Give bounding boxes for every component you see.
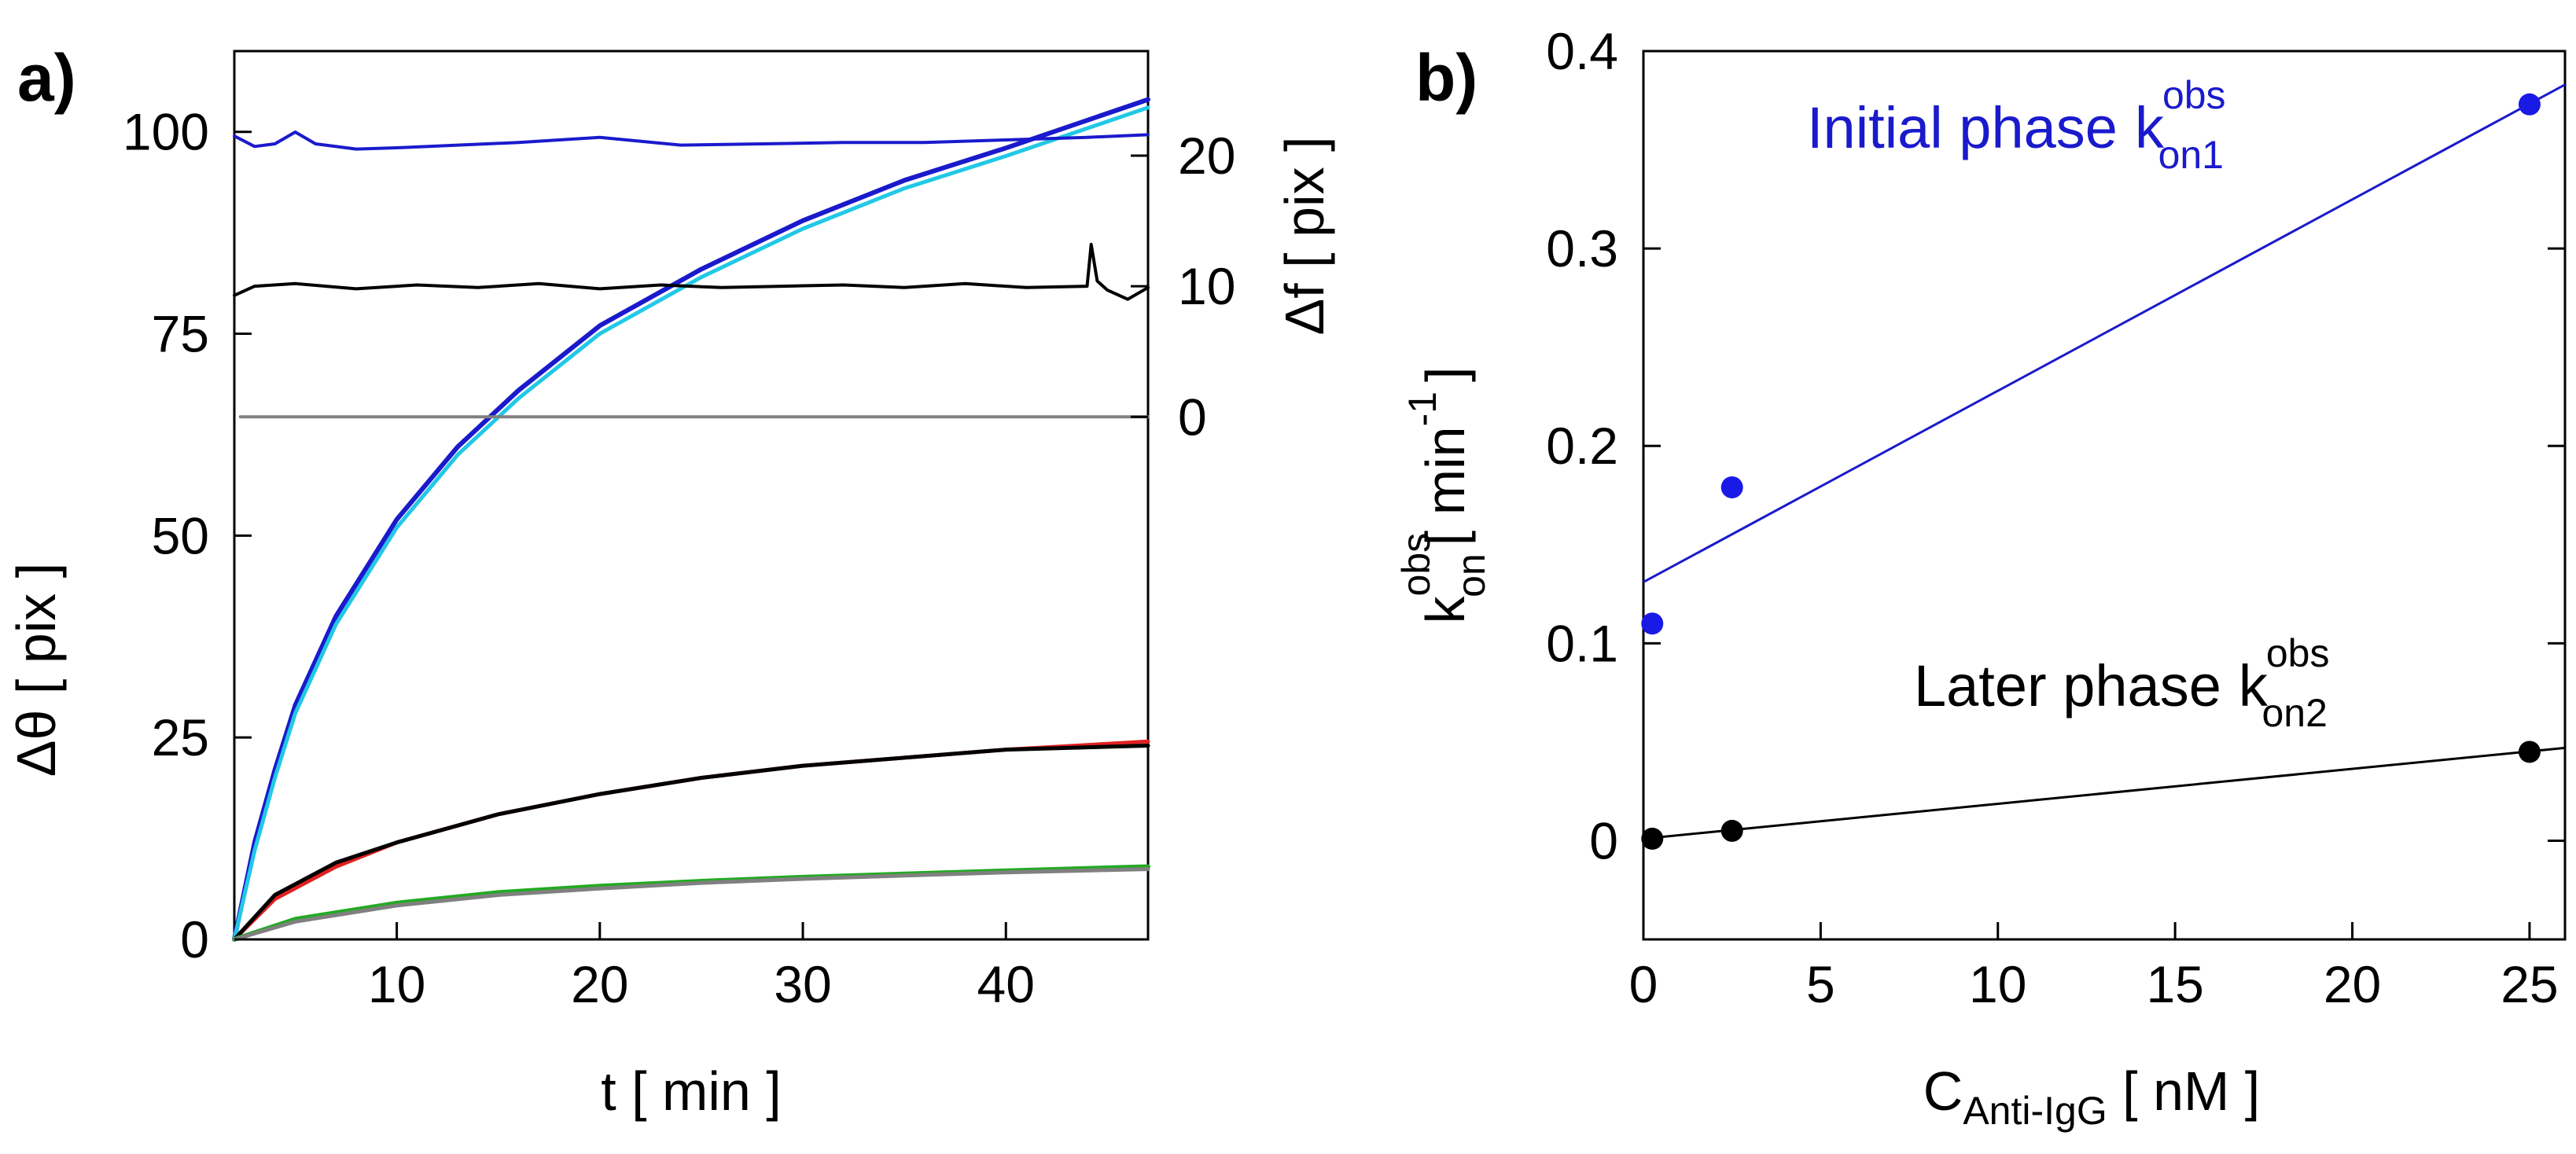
panel-a-right-axis-label: Δf [ pix ] [1274, 137, 1335, 336]
panel-b-annotation-later: Later phase kobs on2 [1914, 631, 2329, 735]
panel-a-series-left-green [232, 864, 1150, 942]
panel-b-point [1720, 819, 1743, 842]
panel-b-y-tick-label: 0.1 [1546, 614, 1618, 672]
panel-b-point [1720, 476, 1743, 498]
annotation-initial-k: k [2135, 95, 2165, 160]
x-label-tail: [ nM ] [2107, 1060, 2260, 1122]
panel-b-fit-lines [1643, 83, 2566, 840]
panel-a-frame [233, 50, 1150, 941]
panel-b-points [1641, 93, 2541, 850]
annotation-initial-sup: obs [2162, 73, 2226, 117]
annotation-later-k: k [2239, 653, 2269, 718]
panel-a-y-tick-label: 50 [152, 506, 209, 564]
panel-a-series-left-black [232, 744, 1150, 942]
y-label-tail: [ min [1415, 426, 1476, 546]
panel-b-ticks: 0 5 10 15 20 25 0 0.1 0.2 0.3 0.4 [1546, 22, 2565, 1013]
y-label-sup: obs [1394, 533, 1438, 597]
panel-a-curves [232, 97, 1150, 942]
panel-a-x-tick-label: 40 [977, 955, 1035, 1013]
y-label-tail-sup: -1 [1400, 391, 1444, 426]
panel-b-y-axis-label: kobs on [ min-1] [1394, 367, 1493, 624]
panel-a-y-axis-label: Δθ [ pix ] [6, 563, 67, 777]
panel-a-right-tick-label: 20 [1178, 127, 1235, 185]
panel-a-x-tick-label: 30 [774, 955, 831, 1013]
y-label-sub: on [1449, 553, 1493, 597]
panel-b-point [1641, 827, 1664, 850]
annotation-initial-sub: on1 [2158, 133, 2224, 177]
panel-b-label: b) [1415, 41, 1478, 115]
panel-b-fit-line-1 [1643, 746, 2566, 840]
panel-b-point [2518, 741, 2541, 763]
panel-a-y-tick-label: 100 [123, 103, 209, 161]
panel-a-series-left-cyan [232, 105, 1150, 942]
panel-b-y-tick-label: 0 [1589, 811, 1618, 869]
y-label-k: k [1415, 595, 1476, 623]
panel-a-right-tick-label: 0 [1178, 388, 1207, 446]
panel-a-y-tick-label: 25 [152, 708, 209, 766]
panel-b-annotation-initial: Initial phase kobs on1 [1807, 73, 2226, 177]
panel-a-series-right-blue [233, 130, 1150, 151]
panel-a-right-tick-label: 10 [1178, 257, 1235, 315]
panel-b: b) 0 5 10 15 20 25 0 0.1 0.2 0.3 0.4 Initial phase… [1394, 22, 2567, 1133]
panel-b-x-tick-label: 10 [1969, 955, 2026, 1013]
panel-b-x-tick-label: 5 [1806, 955, 1835, 1013]
y-label-end: ] [1415, 367, 1476, 382]
panel-b-x-tick-label: 25 [2501, 955, 2558, 1013]
panel-b-x-tick-label: 0 [1629, 955, 1658, 1013]
panel-b-y-tick-label: 0.2 [1546, 417, 1618, 475]
panel-a-x-tick-label: 10 [368, 955, 425, 1013]
annotation-later-sup: obs [2266, 631, 2330, 675]
panel-a: a) 10 20 30 40 0 25 50 75 100 0 10 20 t [ min ] Δθ … [6, 41, 1335, 1122]
panel-b-y-tick-label: 0.3 [1546, 219, 1618, 277]
panel-a-x-tick-label: 20 [571, 955, 628, 1013]
panel-a-x-axis-label: t [ min ] [601, 1060, 781, 1122]
panel-a-ticks: 10 20 30 40 0 25 50 75 100 0 10 20 [123, 103, 1236, 1013]
panel-a-series-right-black [233, 242, 1150, 301]
panel-b-x-axis-label: CAnti-IgG [ nM ] [1923, 1060, 2260, 1133]
panel-a-label: a) [17, 41, 76, 115]
panel-b-x-tick-label: 20 [2324, 955, 2381, 1013]
panel-a-series-left-gray [232, 867, 1150, 942]
panel-b-y-tick-label: 0.4 [1546, 22, 1618, 80]
panel-b-fit-line-0 [1643, 83, 2566, 583]
panel-a-y-tick-label: 0 [180, 910, 209, 968]
panel-b-x-tick-label: 15 [2146, 955, 2203, 1013]
x-label-c: C [1923, 1060, 1963, 1122]
panel-b-frame [1642, 50, 2567, 941]
annotation-later-sub: on2 [2261, 691, 2327, 735]
panel-b-point [2518, 93, 2541, 116]
annotation-initial-text: Initial phase [1807, 95, 2118, 160]
panel-a-y-tick-label: 75 [152, 305, 209, 363]
panel-a-series-left-blue [232, 97, 1150, 942]
x-label-sub: Anti-IgG [1963, 1089, 2107, 1133]
annotation-later-text: Later phase [1914, 653, 2221, 718]
panel-b-point [1641, 612, 1664, 635]
